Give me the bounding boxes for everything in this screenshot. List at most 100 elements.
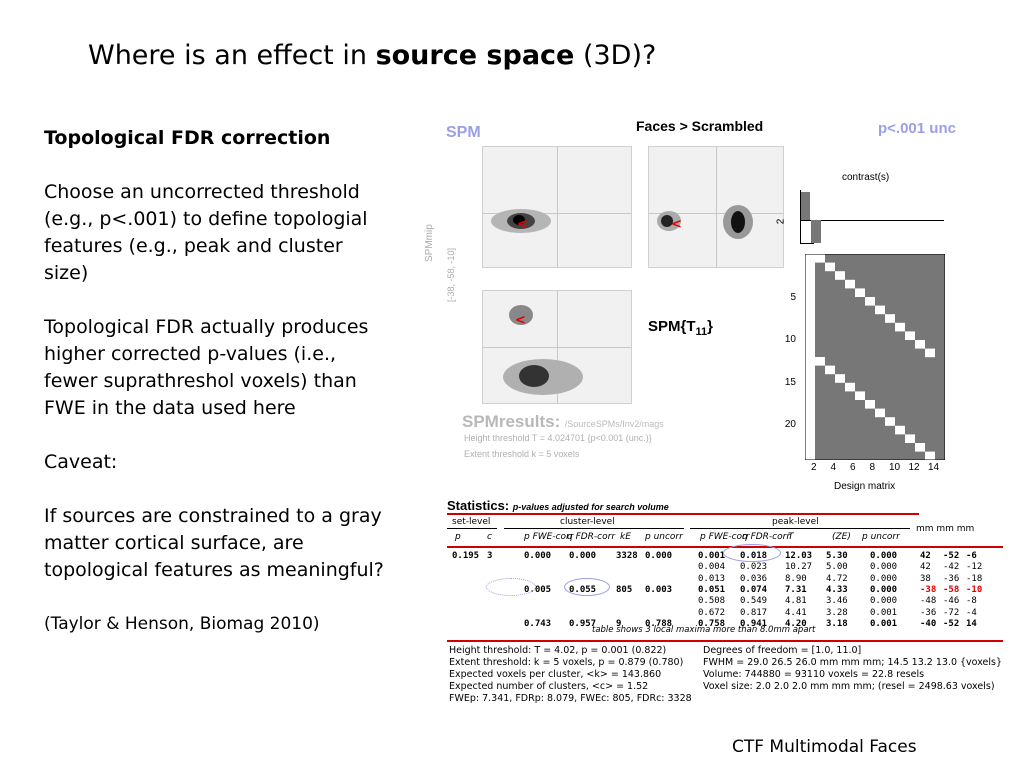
design-cell [825, 365, 835, 375]
paragraph-4: If sources are constrained to a gray mat… [44, 505, 384, 581]
paragraph-3: Caveat: [44, 451, 118, 473]
table-cell: 0.941 [740, 618, 768, 629]
table-cell: 5.00 [826, 562, 848, 573]
slide-title: Where is an effect in source space (3D)? [88, 40, 657, 71]
column-header: p uncorr [862, 532, 900, 542]
table-cell: 0.000 [524, 551, 552, 561]
header-cluster-level: cluster-level [560, 517, 615, 527]
table-cell: -6 [966, 551, 977, 561]
spm-mip-coords: [-38, -58, -10] [446, 247, 456, 302]
spm-results-header: SPMresults: /SourceSPMs/Inv2/mags [462, 412, 664, 431]
design-cell [905, 434, 915, 443]
x-tick-label: 6 [850, 462, 856, 473]
design-matrix-x-ticks: 2 4 6 8 10 12 14 [805, 462, 950, 476]
table-cell: 0.003 [645, 584, 673, 595]
section-heading: Topological FDR correction [44, 127, 331, 149]
design-cell [865, 297, 875, 306]
table-cell: 3.18 [826, 618, 848, 629]
table-cell: 0.788 [645, 618, 673, 629]
table-cell: 805 [616, 584, 633, 595]
table-cell: -10 [966, 584, 983, 595]
header-set-level: set-level [452, 517, 491, 527]
table-cell: -72 [943, 607, 960, 618]
maximum-marker: < [515, 313, 526, 328]
table-cell: -52 [943, 551, 960, 561]
table-cell: 4.33 [826, 584, 848, 595]
table-cell: 7.31 [785, 584, 807, 595]
table-cell: -8 [966, 596, 977, 607]
mip-label: SPMmip [424, 224, 435, 262]
y-tick-label: 15 [784, 377, 796, 388]
design-matrix-y-ticks: 5 10 15 20 [780, 254, 800, 460]
table-cell: 38 [920, 573, 931, 584]
spm-label: SPM [446, 124, 481, 141]
table-cell: 0.000 [870, 584, 898, 595]
table-cell: 0.000 [870, 562, 898, 573]
table-cell: 0.549 [740, 596, 768, 607]
table-cell: -46 [943, 596, 960, 607]
table-cell: 5.30 [826, 551, 848, 561]
table-cell: 3328 [616, 551, 638, 561]
table-cell: 4.20 [785, 618, 807, 629]
design-matrix-label: Design matrix [834, 481, 896, 492]
footnote: Volume: 744880 = 93110 voxels = 22.8 res… [703, 669, 925, 680]
table-cell: 0.001 [870, 618, 898, 629]
table-cell: 0.036 [740, 573, 768, 584]
column-header: p FWE-corr [700, 532, 750, 542]
design-cell [875, 408, 885, 418]
design-cell [895, 425, 905, 435]
design-cell [815, 357, 825, 366]
table-cell: -18 [966, 573, 983, 584]
table-cell: -42 [943, 562, 960, 573]
highlight-ellipse [723, 544, 781, 562]
footnote: Voxel size: 2.0 2.0 2.0 mm mm mm; (resel… [703, 681, 995, 692]
table-cell: -58 [943, 584, 960, 595]
y-tick-label: 5 [790, 292, 796, 303]
table-cell: 3 [487, 551, 493, 561]
table-cell: 0.758 [698, 618, 726, 629]
column-header: p uncorr [645, 532, 683, 542]
column-header: q FDR-corr [742, 532, 791, 542]
paragraph-2: Topological FDR actually produces higher… [44, 316, 369, 419]
contrast-label: contrast(s) [842, 172, 890, 183]
header-peak-level: peak-level [772, 517, 819, 527]
design-cell [865, 400, 875, 409]
design-cell [915, 340, 925, 349]
design-cell [835, 374, 845, 383]
stat-label: SPM{T11} [648, 318, 713, 338]
design-cell [905, 331, 915, 340]
x-tick-label: 12 [908, 462, 920, 473]
table-cell: -38 [920, 584, 937, 595]
y-tick-label: 20 [784, 419, 796, 430]
contrast-plot [800, 190, 944, 244]
column-header: (ZE) [832, 532, 851, 542]
x-tick-label: 14 [928, 462, 940, 473]
footnote: Expected voxels per cluster, <k> = 143.8… [449, 669, 662, 680]
stats-rule-top [447, 513, 919, 515]
extent-threshold-text: Extent threshold k = 5 voxels [464, 449, 580, 459]
x-tick-label: 10 [889, 462, 901, 473]
column-header: p [455, 532, 461, 542]
design-cell [885, 417, 895, 426]
table-cell: -48 [920, 596, 937, 607]
table-cell: -12 [966, 562, 983, 573]
table-cell: 9 [616, 618, 622, 629]
design-cell [845, 279, 855, 289]
contrast-name: Faces > Scrambled [636, 118, 764, 134]
table-cell: 0.743 [524, 618, 552, 629]
table-cell: 0.000 [870, 596, 898, 607]
highlight-ellipse [564, 578, 610, 596]
footnote: Height threshold: T = 4.02, p = 0.001 (0… [449, 645, 667, 656]
statistics-table: Statistics: p-values adjusted for search… [447, 498, 1003, 513]
table-cell: 0.508 [698, 596, 726, 607]
footnote: Degrees of freedom = [1.0, 11.0] [703, 645, 862, 656]
design-cell [835, 271, 845, 280]
reference: (Taylor & Henson, Biomag 2010) [44, 614, 320, 634]
table-cell: 4.41 [785, 607, 807, 618]
column-header: T [788, 532, 794, 542]
table-cell: 0.074 [740, 584, 768, 595]
table-cell: 0.672 [698, 607, 726, 618]
table-cell: 0.957 [569, 618, 597, 629]
table-cell: 0.004 [698, 562, 726, 573]
highlight-ellipse-dotted [486, 578, 536, 596]
